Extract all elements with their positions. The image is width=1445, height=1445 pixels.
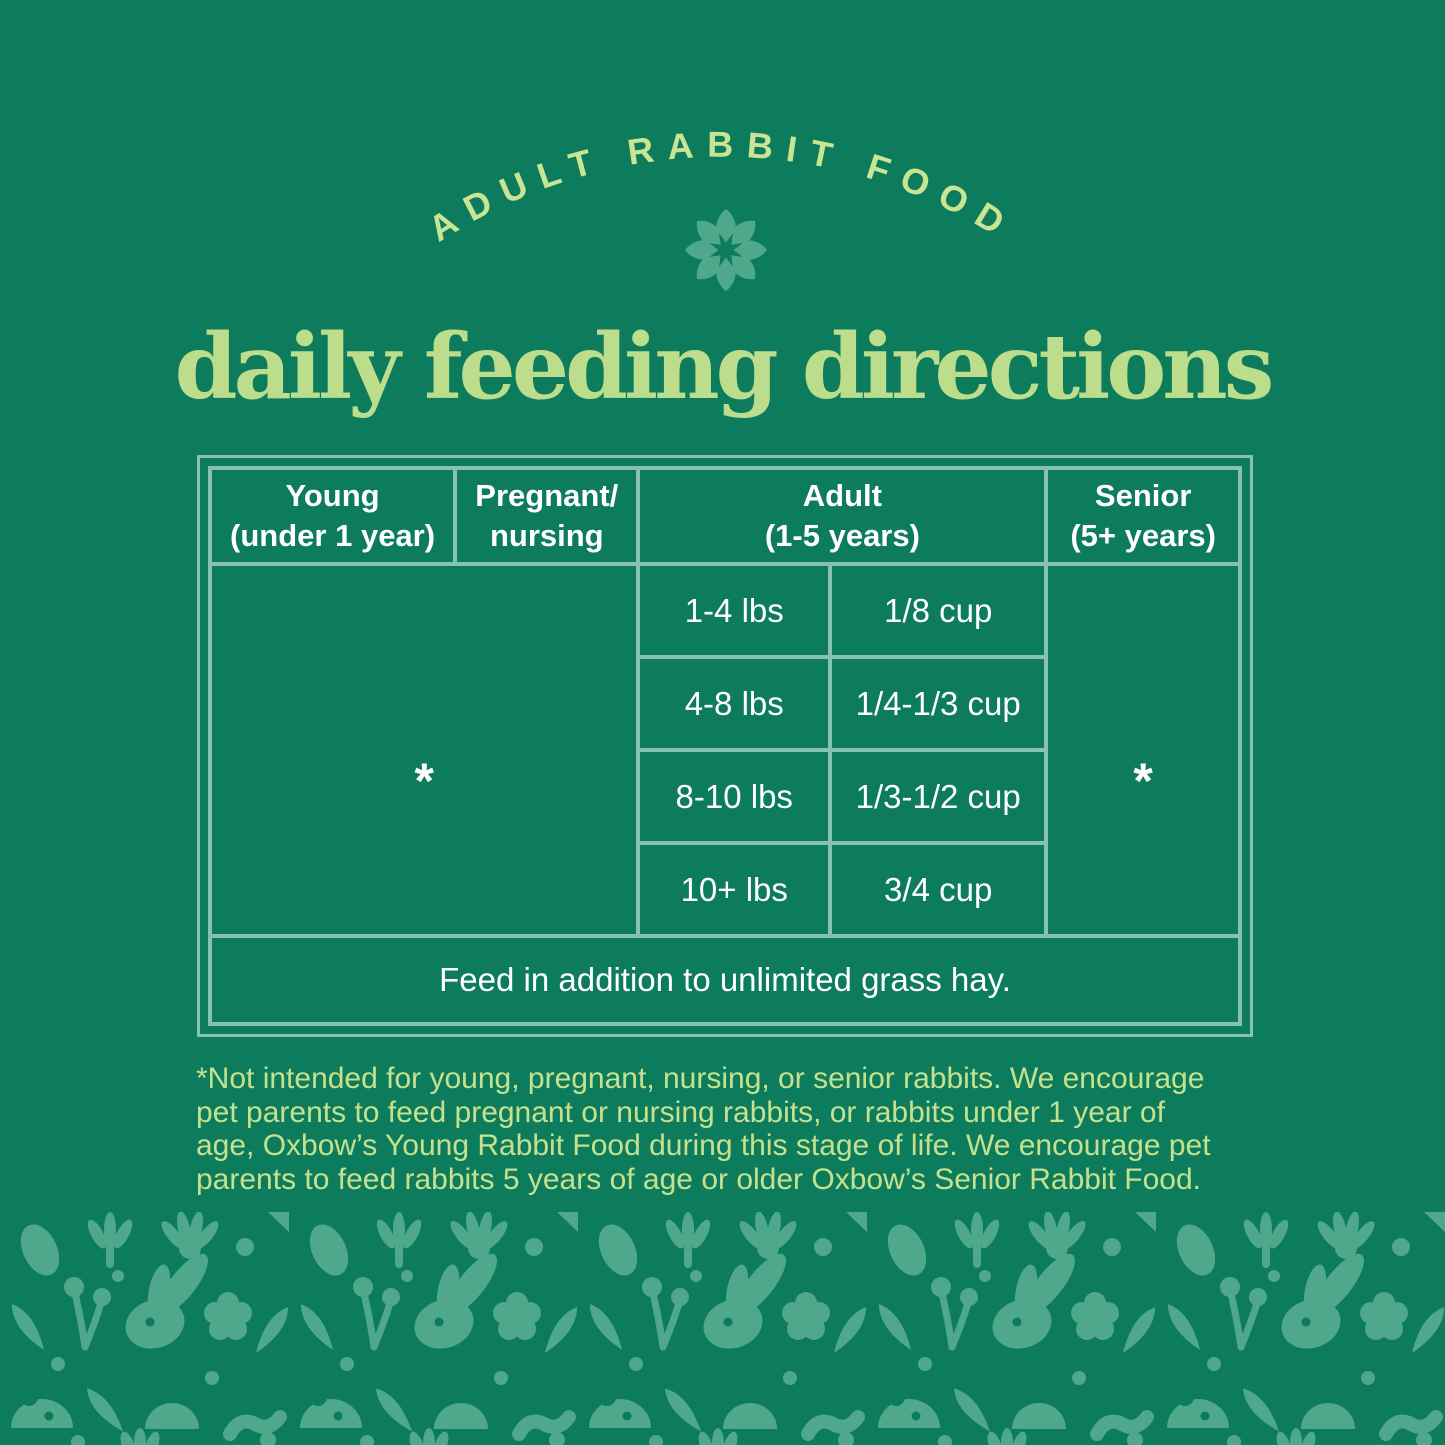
adult-amount-cell: 1/8 cup [828,562,1049,659]
col-header-young: Young (under 1 year) [207,466,458,566]
footnote-line: *Not intended for young, pregnant, nursi… [196,1062,1205,1095]
feeding-table: Young (under 1 year) Pregnant/ nursing A… [197,455,1253,1037]
footnote-line: age, Oxbow’s Young Rabbit Food during th… [196,1129,1211,1162]
footnote-line: pet parents to feed pregnant or nursing … [196,1095,1165,1129]
footnote-line: parents to feed rabbits 5 years of age o… [196,1162,1202,1196]
young-pregnant-asterisk-cell: * [207,562,641,938]
col-header-senior: Senior (5+ years) [1044,466,1242,566]
adult-amount-cell: 3/4 cup [828,841,1049,938]
table-footer-note: Feed in addition to unlimited grass hay. [208,934,1242,1026]
col-header-pregnant-nursing: Pregnant/ nursing [453,466,641,566]
adult-weight-cell: 8-10 lbs [636,748,833,845]
adult-weight-cell: 1-4 lbs [636,562,833,659]
botanical-pattern [0,1212,1445,1445]
asterisk: * [414,753,434,809]
adult-weight-cell: 4-8 lbs [636,655,833,752]
asterisk: * [1133,753,1153,809]
flower-icon [685,209,767,291]
adult-amount-cell: 1/4-1/3 cup [828,655,1049,752]
page-title: daily feeding directions [174,314,1275,420]
footnote: *Not intended for young, pregnant, nursi… [196,1062,1266,1196]
senior-asterisk-cell: * [1044,562,1242,938]
adult-amount-cell: 1/3-1/2 cup [828,748,1049,845]
col-header-adult: Adult (1-5 years) [636,466,1049,566]
adult-weight-cell: 10+ lbs [636,841,833,938]
flower-star-center [709,233,743,267]
